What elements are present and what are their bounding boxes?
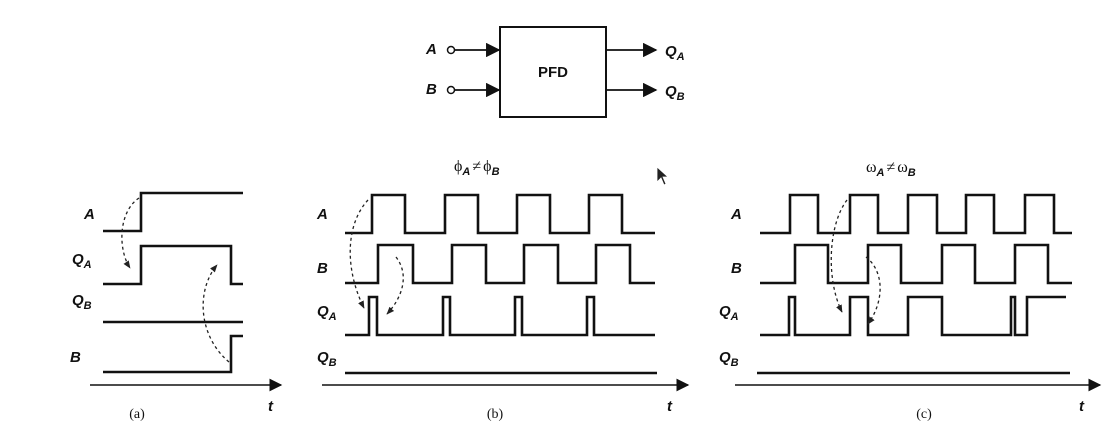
panel-c-wave-b [760, 243, 1072, 285]
panel-a-caption: (a) [129, 407, 145, 422]
pfd-block: PFD A B QA QB [425, 26, 685, 118]
panel-c-wave-a [760, 193, 1072, 235]
panel-a: A QA QB B t (a) [70, 191, 283, 422]
panel-c-causal-arrow-a-to-qa [830, 199, 848, 313]
panel-c: ωA ≠ ωB A B QA QB t (c) [719, 159, 1102, 422]
pfd-output-qb-label: QB [665, 83, 685, 103]
panel-c-signal-label-qb: QB [719, 349, 739, 369]
panel-b-signal-label-qa: QA [317, 303, 337, 323]
panel-b-axis-label: t [667, 398, 673, 415]
panel-c-header: ωA ≠ ωB [866, 159, 916, 179]
panel-b: ϕA ≠ ϕB A B QA QB t (b) [316, 158, 690, 422]
panel-a-signal-label-a: A [83, 206, 95, 223]
panel-b-wave-b [345, 243, 655, 285]
panel-c-signal-label-qa: QA [719, 303, 739, 323]
panel-a-signal-label-qb: QB [72, 292, 92, 312]
pfd-input-a-terminal [446, 45, 456, 55]
panel-a-causal-arrow-a-to-qa [121, 197, 140, 269]
panel-b-causal-arrow-b-to-qa [386, 256, 404, 315]
pfd-input-a-label: A [425, 41, 437, 58]
pfd-input-b-terminal [446, 85, 456, 95]
panel-b-signal-label-a: A [316, 206, 328, 223]
panel-c-signal-label-a: A [730, 206, 742, 223]
pfd-title: PFD [538, 64, 568, 81]
panel-b-signal-label-qb: QB [317, 349, 337, 369]
panel-b-caption: (b) [487, 407, 504, 422]
pfd-input-b-label: B [426, 81, 437, 98]
panel-a-signal-label-b: B [70, 349, 81, 366]
panel-c-wave-qa [760, 295, 1066, 337]
panel-a-signal-label-qa: QA [72, 251, 92, 271]
panel-a-wave-a [103, 191, 243, 233]
panel-b-header: ϕA ≠ ϕB [454, 158, 500, 178]
panel-b-causal-arrow-a-to-qa [349, 199, 369, 309]
panel-a-wave-b [103, 334, 243, 374]
pfd-box [499, 26, 607, 118]
panel-b-wave-qa [345, 295, 655, 337]
mouse-cursor-icon [656, 166, 670, 186]
panel-b-signal-label-b: B [317, 260, 328, 277]
panel-a-axis-label: t [268, 398, 274, 415]
pfd-output-qa-label: QA [665, 43, 685, 63]
panel-c-causal-arrow-b-to-qa [865, 256, 881, 325]
panel-c-axis-label: t [1079, 398, 1085, 415]
panel-c-signal-label-b: B [731, 260, 742, 277]
panel-c-caption: (c) [916, 407, 932, 422]
panel-a-causal-arrow-b-to-qa [202, 264, 230, 363]
panel-b-wave-a [345, 193, 655, 235]
panel-a-wave-qa [103, 244, 243, 286]
